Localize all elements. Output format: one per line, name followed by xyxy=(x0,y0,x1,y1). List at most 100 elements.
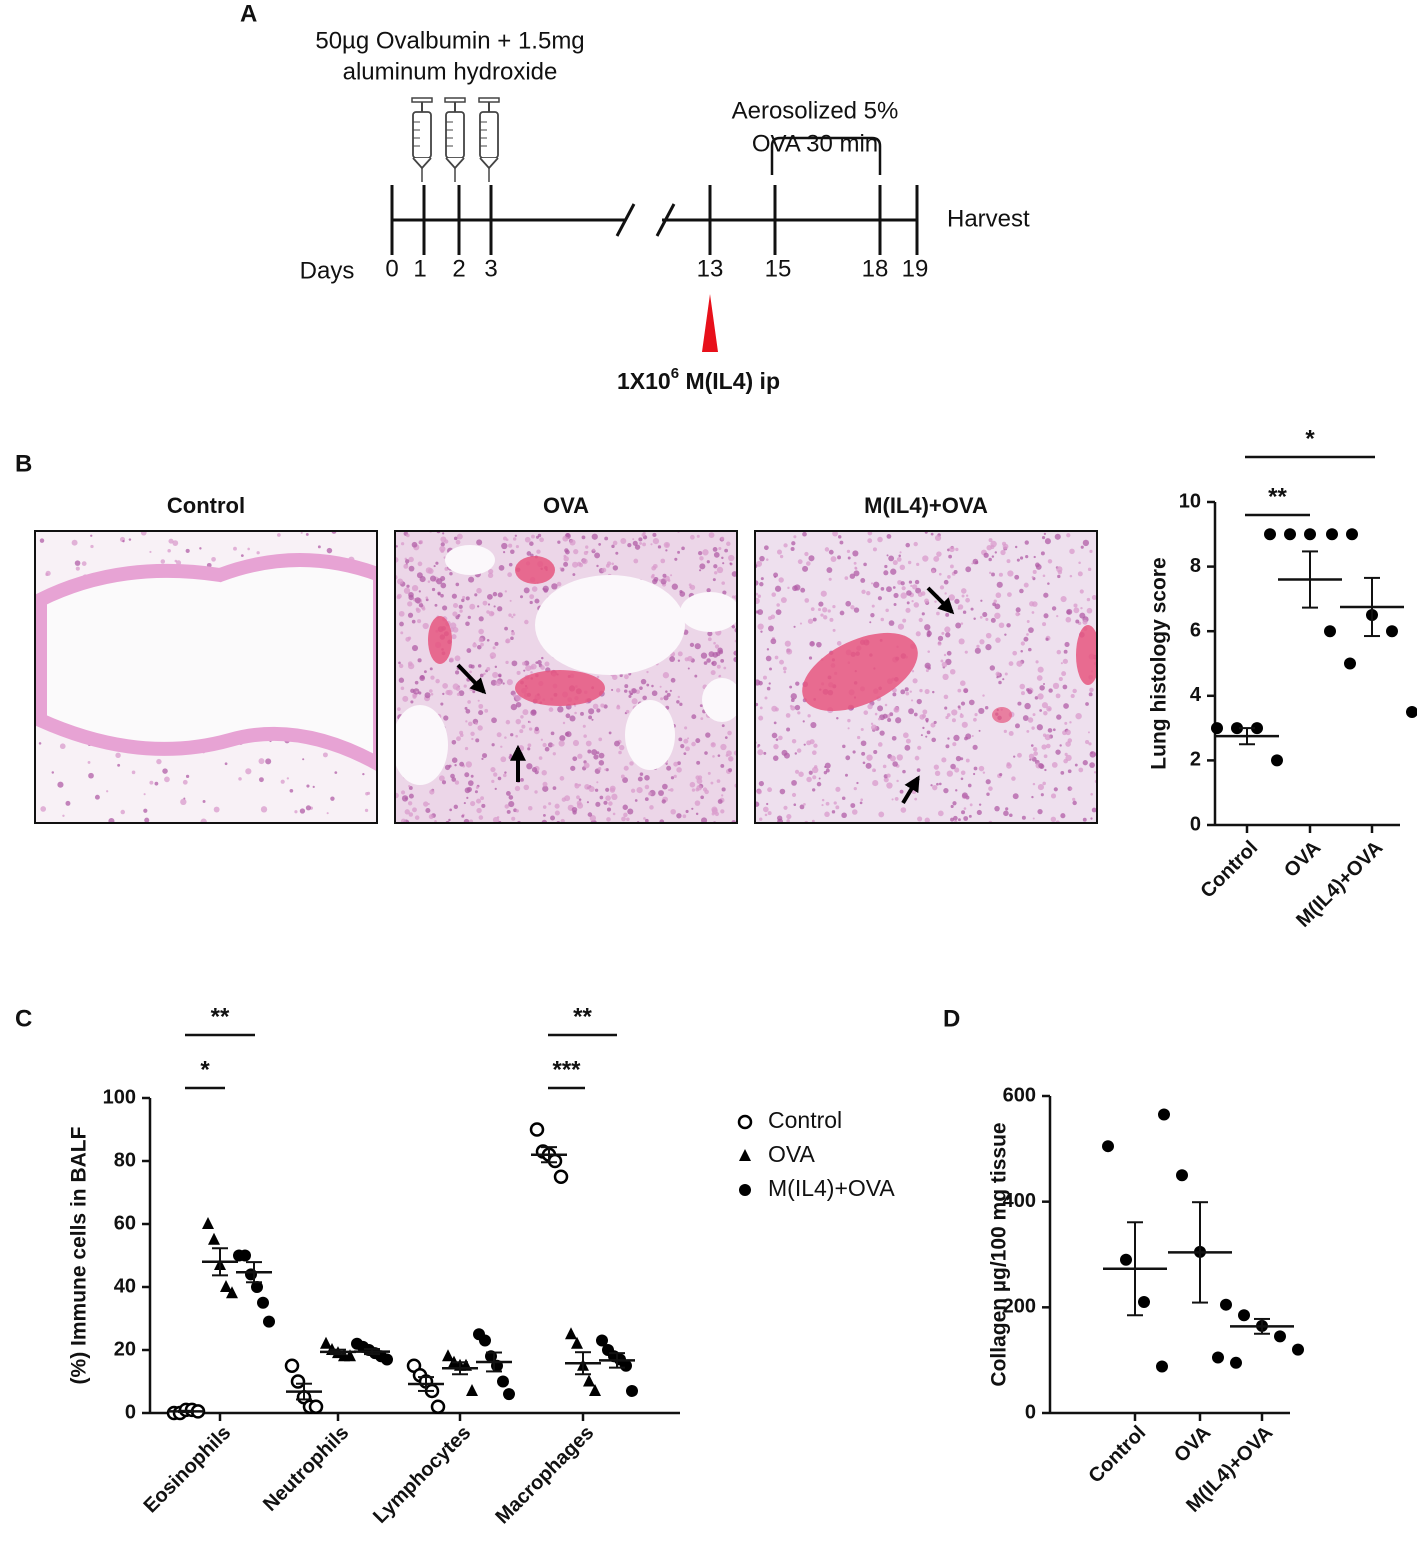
cell-nucleus xyxy=(1060,662,1063,665)
syringe xyxy=(478,97,500,183)
cell-nucleus xyxy=(465,621,470,627)
cell-nucleus xyxy=(771,592,777,597)
cell-nucleus xyxy=(691,788,696,792)
data-point xyxy=(1264,528,1276,541)
cell-nucleus xyxy=(989,665,996,671)
cell-nucleus xyxy=(1039,709,1043,712)
cell-nucleus xyxy=(932,690,935,694)
cell-nucleus xyxy=(980,599,983,602)
cell-nucleus xyxy=(117,763,121,767)
cell-nucleus xyxy=(481,757,484,760)
cell-nucleus xyxy=(468,664,473,669)
significance-label: ** xyxy=(211,1003,230,1030)
cell-nucleus xyxy=(256,551,260,555)
cell-nucleus xyxy=(809,641,815,647)
cell-nucleus xyxy=(861,751,866,756)
cell-nucleus xyxy=(865,762,872,769)
cell-nucleus xyxy=(658,790,664,796)
cell-nucleus xyxy=(950,817,955,822)
cell-nucleus xyxy=(694,643,701,650)
cell-nucleus xyxy=(412,807,417,813)
data-point xyxy=(565,1327,577,1340)
cell-nucleus xyxy=(821,804,824,807)
cell-nucleus xyxy=(756,789,762,795)
cell-nucleus xyxy=(1030,744,1034,747)
cell-nucleus xyxy=(556,581,562,587)
cell-nucleus xyxy=(658,579,662,582)
cell-nucleus xyxy=(911,599,914,603)
cell-nucleus xyxy=(652,537,660,545)
cell-nucleus xyxy=(913,602,920,608)
cell-nucleus xyxy=(808,770,813,775)
cell-nucleus xyxy=(490,679,497,686)
cell-nucleus xyxy=(436,578,443,585)
cell-nucleus xyxy=(395,545,398,548)
cell-nucleus xyxy=(399,621,404,627)
cell-nucleus xyxy=(696,760,701,765)
cell-nucleus xyxy=(812,617,817,622)
cell-nucleus xyxy=(1053,787,1058,792)
data-point xyxy=(202,1217,214,1229)
cell-nucleus xyxy=(721,794,724,797)
cell-nucleus xyxy=(936,611,940,616)
cell-nucleus xyxy=(1082,817,1087,822)
cell-nucleus xyxy=(755,597,760,605)
cell-nucleus xyxy=(412,694,417,699)
cell-nucleus xyxy=(1014,723,1020,729)
cell-nucleus xyxy=(885,608,889,613)
cell-nucleus xyxy=(551,583,558,590)
cell-nucleus xyxy=(429,789,435,795)
cell-nucleus xyxy=(475,798,482,804)
cell-nucleus xyxy=(824,765,827,768)
cell-nucleus xyxy=(946,650,952,656)
cell-nucleus xyxy=(1066,609,1071,615)
cell-nucleus xyxy=(559,735,566,742)
cell-nucleus xyxy=(924,689,930,695)
cell-nucleus xyxy=(717,754,721,757)
cell-nucleus xyxy=(786,814,792,820)
cell-nucleus xyxy=(924,624,931,631)
cell-nucleus xyxy=(400,542,405,546)
cell-nucleus xyxy=(755,679,761,686)
cell-nucleus xyxy=(892,761,898,767)
cell-nucleus xyxy=(847,718,851,723)
cell-nucleus xyxy=(806,740,812,746)
cell-nucleus xyxy=(652,563,658,569)
cell-nucleus xyxy=(1005,807,1009,811)
cell-nucleus xyxy=(1022,715,1029,721)
cell-nucleus xyxy=(807,714,811,718)
cell-nucleus xyxy=(676,813,682,819)
image-title: Control xyxy=(167,493,245,518)
cell-nucleus xyxy=(710,670,716,676)
cell-nucleus xyxy=(442,605,448,611)
cell-nucleus xyxy=(572,573,576,577)
cell-nucleus xyxy=(721,581,725,585)
cell-nucleus xyxy=(593,754,599,760)
cell-nucleus xyxy=(899,564,906,571)
cell-nucleus xyxy=(642,542,646,547)
cell-nucleus xyxy=(665,690,668,693)
cell-nucleus xyxy=(408,793,414,799)
cell-nucleus xyxy=(464,706,468,710)
cell-nucleus xyxy=(717,799,723,804)
cell-nucleus xyxy=(598,543,602,546)
cell-nucleus xyxy=(81,561,87,566)
cell-nucleus xyxy=(774,655,779,660)
cell-nucleus xyxy=(1037,784,1044,791)
cell-nucleus xyxy=(502,773,507,778)
cell-nucleus xyxy=(591,718,594,721)
cell-nucleus xyxy=(945,632,951,638)
cell-nucleus xyxy=(467,721,473,727)
cell-nucleus xyxy=(433,565,436,568)
cell-nucleus xyxy=(611,544,615,549)
cell-nucleus xyxy=(411,619,416,624)
cell-nucleus xyxy=(994,603,1001,610)
cell-nucleus xyxy=(1020,649,1023,653)
cell-nucleus xyxy=(911,670,915,673)
cell-nucleus xyxy=(615,551,619,555)
cell-nucleus xyxy=(75,566,80,571)
cell-nucleus xyxy=(418,539,424,545)
data-point xyxy=(1120,1253,1132,1266)
data-point xyxy=(1386,625,1398,638)
cell-nucleus xyxy=(1033,751,1038,756)
